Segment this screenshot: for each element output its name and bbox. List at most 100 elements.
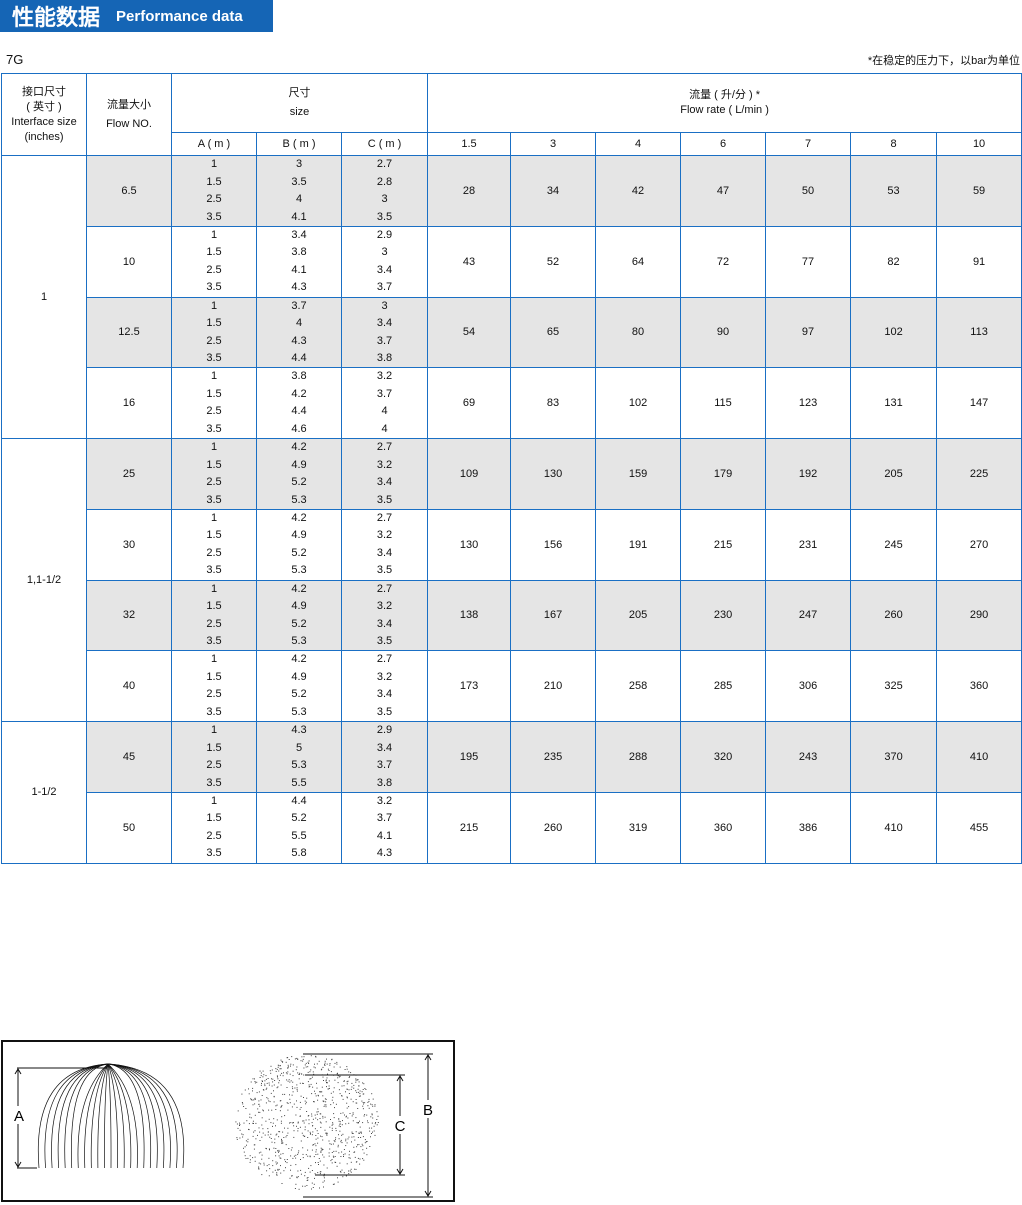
flow-rate-cell: 360: [936, 650, 1022, 722]
spray-dot: [335, 1127, 337, 1129]
spray-dot: [254, 1156, 256, 1158]
spray-dot: [369, 1146, 371, 1147]
spray-dot: [281, 1105, 283, 1107]
header-flow-no: 流量大小 Flow NO.: [86, 73, 172, 156]
spray-dot: [306, 1111, 308, 1112]
spray-dot: [370, 1116, 372, 1118]
spray-dot: [354, 1156, 356, 1158]
spray-dot: [330, 1160, 332, 1162]
flow-rate-cell: 47: [680, 155, 767, 227]
spray-dot: [325, 1121, 327, 1123]
spray-dot: [362, 1136, 364, 1138]
spray-dot: [355, 1117, 357, 1119]
dimension-b-cell: 5.5: [256, 774, 342, 793]
table-row: 1.5 4.9 3.2: [2, 527, 1022, 545]
spray-dot: [349, 1157, 351, 1159]
dimension-c-cell: 3.5: [340, 632, 429, 652]
spray-dot: [343, 1085, 345, 1087]
spray-dot: [340, 1171, 342, 1173]
spray-dot: [242, 1103, 244, 1105]
spray-dot: [258, 1167, 260, 1169]
spray-dot: [300, 1159, 301, 1160]
flow-rate-cell: 130: [510, 438, 597, 510]
spray-dot: [274, 1138, 276, 1140]
spray-dot: [341, 1134, 343, 1136]
spray-dot: [311, 1076, 313, 1078]
spray-arc: [107, 1063, 125, 1169]
spray-dot: [264, 1083, 266, 1085]
spray-dot: [307, 1066, 309, 1068]
spray-dot: [323, 1180, 325, 1182]
dimension-b-cell: 4.1: [256, 261, 342, 280]
spray-dot: [372, 1098, 374, 1100]
spray-dot: [341, 1124, 343, 1126]
spray-dot: [367, 1120, 368, 1122]
spray-dot: [236, 1137, 238, 1139]
spray-dot: [288, 1079, 290, 1081]
spray-dot: [280, 1084, 282, 1086]
dimension-a-cell: 3.5: [171, 279, 257, 298]
spray-dot: [341, 1142, 343, 1144]
spray-dot: [243, 1147, 244, 1149]
spray-dot: [317, 1108, 319, 1110]
spray-dot: [351, 1131, 353, 1133]
flow-rate-cell: 370: [850, 721, 938, 793]
spray-dot: [292, 1064, 294, 1066]
spray-dot: [355, 1099, 357, 1100]
dimension-b-cell: 4.4: [256, 403, 342, 421]
dimension-b-cell: 4.3: [256, 721, 342, 740]
spray-dot: [337, 1077, 339, 1079]
dimension-a-cell: 3.5: [171, 703, 257, 722]
spray-dot: [312, 1131, 314, 1133]
spray-dot: [261, 1080, 263, 1082]
dimension-b-cell: 4.4: [256, 349, 342, 369]
spray-dot: [345, 1123, 347, 1125]
spray-dot: [263, 1162, 265, 1164]
spray-dot: [277, 1078, 279, 1080]
spray-dot: [287, 1102, 289, 1104]
spray-dot: [326, 1058, 327, 1060]
spray-dot: [296, 1176, 298, 1178]
flow-rate-cell: 173: [427, 650, 512, 722]
flow-no-cell: 6.5: [86, 155, 172, 227]
spray-dot: [248, 1123, 250, 1125]
spray-dot: [276, 1172, 278, 1174]
dimension-b-cell: 4.2: [256, 438, 342, 457]
dimension-b-cell: 4: [256, 314, 342, 333]
spray-dot: [295, 1183, 297, 1185]
table-row: 3.5 5.5 3.8: [2, 774, 1022, 793]
spray-dot: [268, 1082, 270, 1084]
spray-dot: [367, 1101, 369, 1103]
spray-dot: [333, 1066, 335, 1068]
table-row: 1.5 4.2 3.7: [2, 385, 1022, 404]
spray-dot: [325, 1079, 327, 1081]
spray-dot: [266, 1170, 268, 1172]
spray-dot: [335, 1150, 337, 1152]
flow-rate-cell: 386: [765, 791, 852, 864]
spray-dot: [323, 1105, 325, 1107]
spray-dot: [377, 1122, 379, 1123]
spray-dot: [239, 1122, 240, 1124]
spray-cone-arcs: [37, 1063, 185, 1169]
spray-dot: [329, 1064, 331, 1066]
spray-dot: [276, 1174, 278, 1176]
spray-dot: [278, 1080, 280, 1082]
spray-dot: [338, 1152, 340, 1154]
spray-dot: [291, 1175, 293, 1177]
spray-dot: [243, 1151, 245, 1153]
spray-dot: [277, 1168, 279, 1170]
flow-rate-cell: 258: [595, 650, 682, 722]
spray-dot: [340, 1156, 342, 1157]
spray-dot: [259, 1140, 261, 1141]
spray-dot: [287, 1064, 289, 1066]
spray-dot: [261, 1154, 263, 1156]
spray-dot: [358, 1095, 360, 1097]
spray-dot: [331, 1162, 333, 1164]
spray-dot: [257, 1108, 259, 1110]
spray-dot: [353, 1136, 355, 1138]
spray-dot: [339, 1075, 341, 1077]
spray-dot: [315, 1135, 317, 1136]
spray-dot: [309, 1155, 311, 1157]
spray-dot: [268, 1148, 270, 1150]
spray-dot: [322, 1066, 324, 1068]
